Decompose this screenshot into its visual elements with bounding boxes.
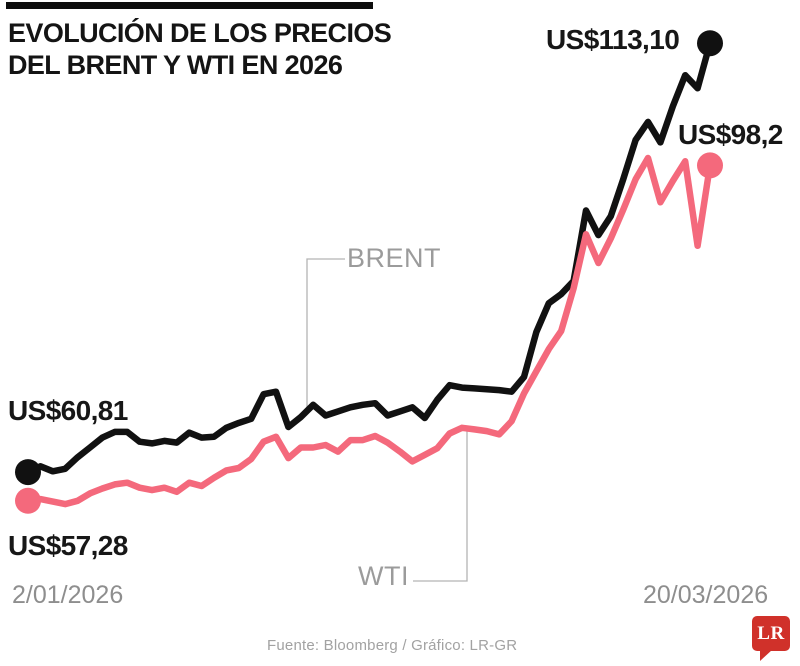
speech-bubble-tail-icon <box>760 650 772 661</box>
page-title: EVOLUCIÓN DE LOS PRECIOS DEL BRENT Y WTI… <box>8 18 392 80</box>
wti-end-value-label: US$98,2 <box>678 119 783 150</box>
brent-start-dot <box>15 459 41 486</box>
lr-logo-text: LR <box>757 622 785 644</box>
wti-start-value-label: US$57,28 <box>8 530 128 561</box>
title-accent-bar <box>6 2 373 9</box>
brent-end-dot <box>697 30 723 57</box>
lr-logo: LR <box>752 616 790 661</box>
wti-line <box>24 154 714 508</box>
source-credit: Fuente: Bloomberg / Gráfico: LR-GR <box>267 637 518 654</box>
x-axis-start-label: 2/01/2026 <box>12 581 124 609</box>
wti-series-label: WTI <box>358 561 409 591</box>
brent-line <box>24 39 714 476</box>
brent-series-label: BRENT <box>347 243 442 273</box>
x-axis-end-label: 20/03/2026 <box>643 581 769 609</box>
wti-start-dot <box>15 487 41 514</box>
wti-end-dot <box>697 152 723 179</box>
brent-end-value-label: US$113,10 <box>546 24 680 55</box>
brent-callout-line <box>306 258 345 407</box>
wti-callout-line <box>413 431 468 582</box>
brent-start-value-label: US$60,81 <box>8 395 128 426</box>
